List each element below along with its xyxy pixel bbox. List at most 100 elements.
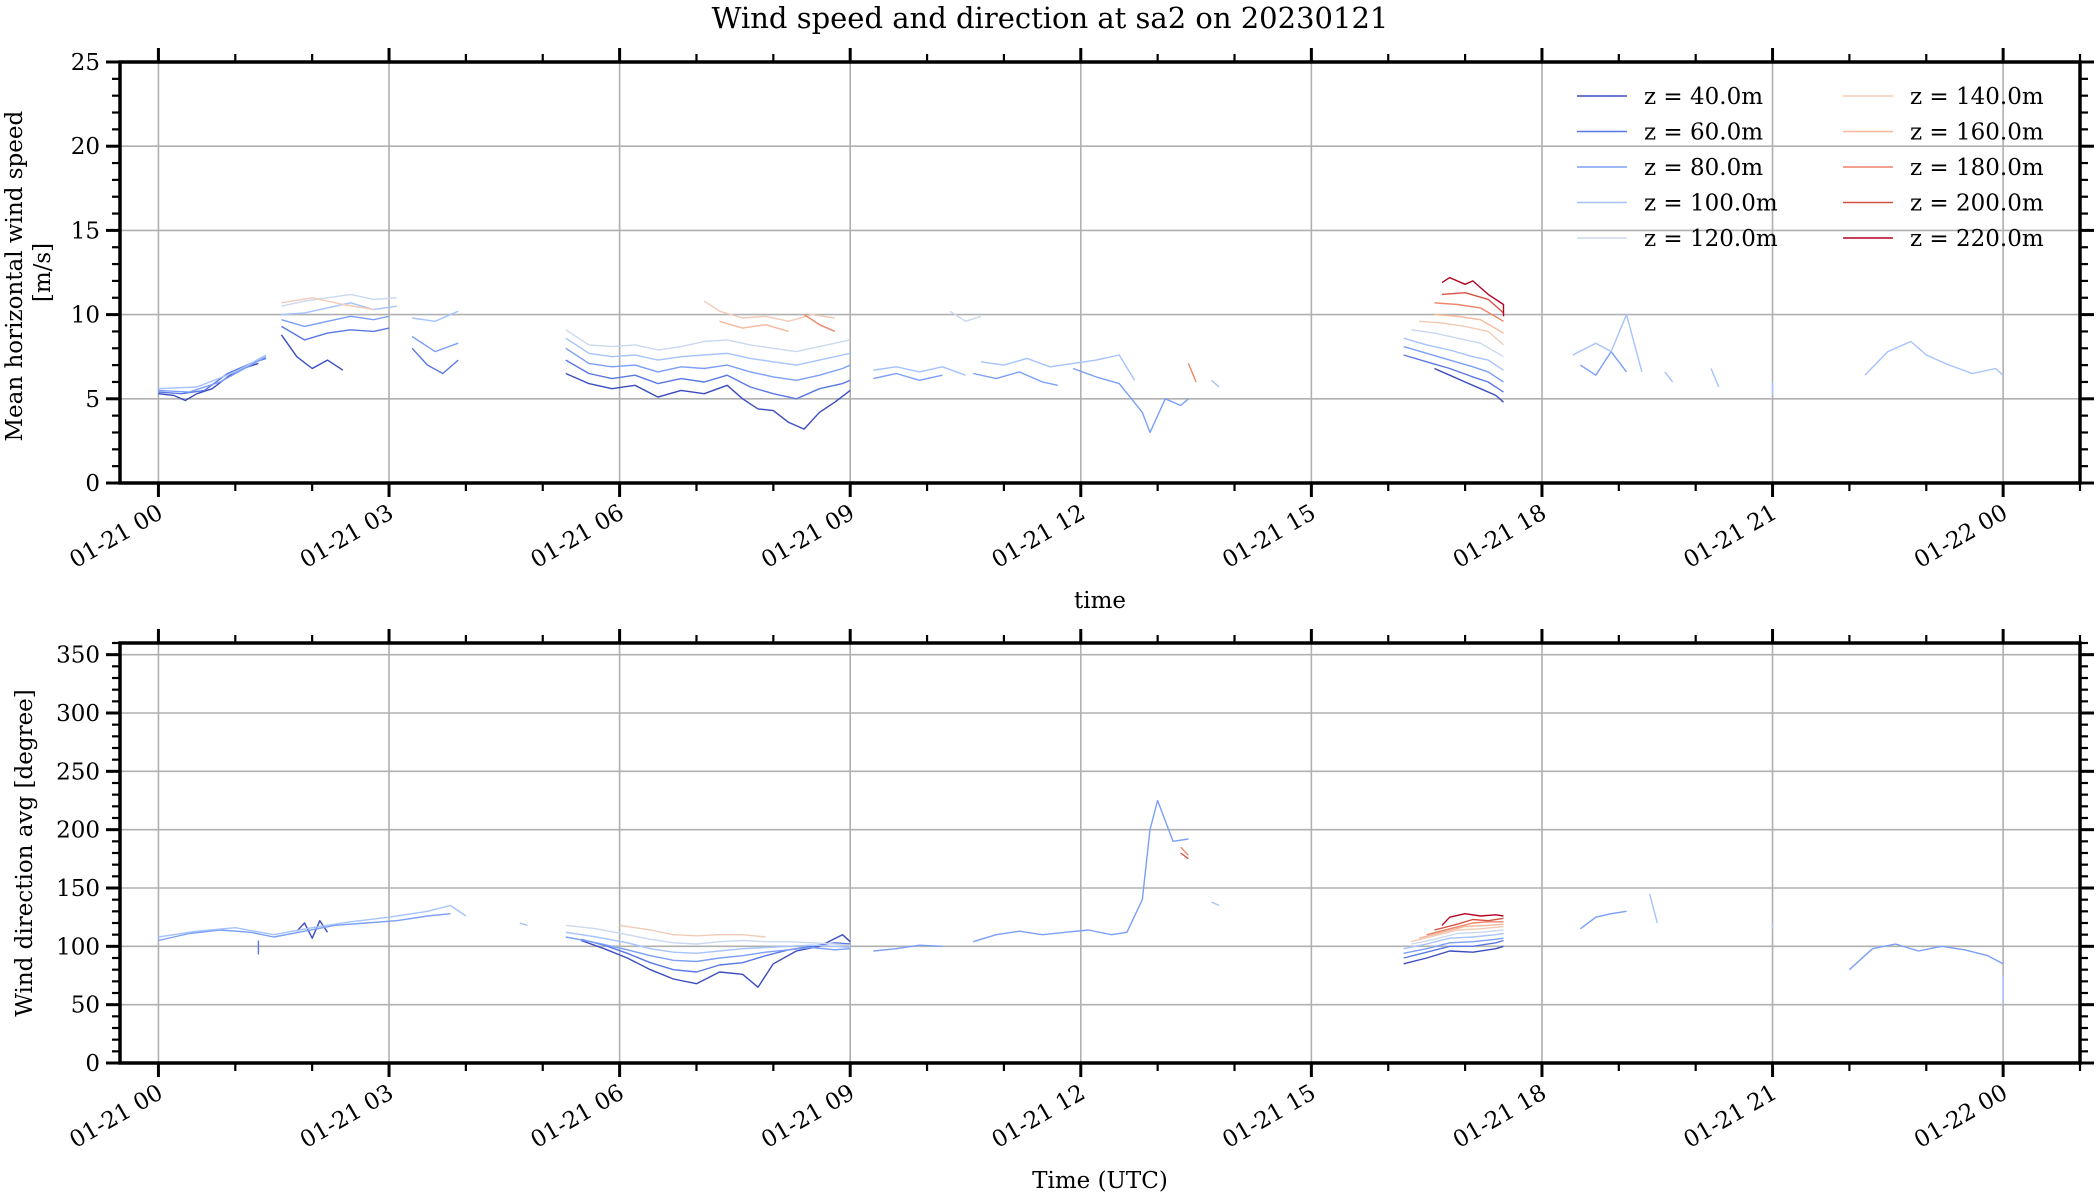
- series-line: [1864, 340, 2004, 376]
- series-line: [1403, 937, 1504, 954]
- y-tick-label: 20: [71, 134, 100, 160]
- series-line: [412, 310, 459, 322]
- series-line: [1426, 921, 1504, 936]
- y-tick-label: 25: [71, 50, 100, 76]
- legend-label: z = 80.0m: [1644, 155, 1763, 181]
- legend: z = 40.0m z = 60.0m z = 80.0m z = 100.0m z =…: [1577, 84, 2044, 252]
- y-tick-label: 150: [56, 876, 100, 902]
- series-line: [158, 913, 451, 942]
- series-line: [1411, 329, 1504, 358]
- legend-label: z = 120.0m: [1644, 226, 1778, 252]
- series-line: [1403, 354, 1504, 393]
- series-line: [949, 310, 982, 322]
- series-line: [719, 320, 789, 333]
- series-line: [1441, 276, 1505, 317]
- legend-label: z = 100.0m: [1644, 191, 1778, 217]
- series-line: [281, 302, 397, 316]
- series-line: [565, 347, 851, 381]
- y-tick-label: 0: [85, 1051, 100, 1077]
- y-tick-label: 5: [85, 387, 100, 413]
- series-lines: [158, 799, 2004, 1005]
- x-tick-label: 01-21 12: [988, 1080, 1090, 1154]
- legend-label: z = 220.0m: [1910, 226, 2044, 252]
- series-line: [1848, 943, 2004, 971]
- axis-ticks: 01-21 00 01-21 03 01-21 06 01-21 09 01-21 12…: [65, 48, 2094, 574]
- x-tick-label: 01-22 00: [1910, 1080, 2012, 1154]
- series-line: [1072, 367, 1189, 434]
- series-line: [158, 356, 267, 393]
- y-tick-label: 200: [56, 818, 100, 844]
- series-line: [565, 931, 851, 954]
- series-line: [565, 329, 851, 353]
- series-line: [619, 924, 766, 938]
- legend-label: z = 60.0m: [1644, 120, 1763, 146]
- series-line: [703, 300, 835, 322]
- x-tick-label: 01-21 00: [65, 500, 167, 574]
- series-line: [1403, 945, 1504, 965]
- series-line: [519, 922, 528, 926]
- series-line: [873, 366, 966, 376]
- y-tick-label: 100: [56, 934, 100, 960]
- series-line: [1403, 345, 1504, 383]
- series-line: [411, 335, 459, 353]
- series-line: [1211, 379, 1220, 388]
- series-line: [565, 337, 851, 366]
- series-line: [1434, 367, 1504, 403]
- y-tick-label: 0: [85, 471, 100, 497]
- series-line: [1403, 932, 1504, 950]
- x-tick-label: 01-21 15: [1218, 1080, 1320, 1154]
- series-line: [565, 924, 851, 946]
- y-axis-label-line-1: Mean horizontal wind speed: [2, 110, 28, 441]
- series-line: [1441, 292, 1504, 314]
- series-line: [581, 938, 851, 973]
- y-tick-label: 300: [56, 701, 100, 727]
- series-line: [1411, 925, 1504, 943]
- series-line: [1418, 320, 1504, 346]
- y-axis-label: Wind direction avg [degree]: [12, 689, 38, 1017]
- x-tick-label: 01-21 18: [1449, 1080, 1551, 1154]
- x-axis-label: time: [1074, 588, 1126, 614]
- series-line: [1441, 913, 1504, 926]
- series-line: [972, 799, 1189, 943]
- series-line: [803, 314, 836, 333]
- series-line: [281, 315, 390, 328]
- y-tick-label: 15: [71, 218, 100, 244]
- series-line: [1580, 350, 1628, 376]
- legend-label: z = 200.0m: [1910, 191, 2044, 217]
- y-axis-label-line-2: [m/s]: [30, 243, 56, 302]
- x-axis-label: Time (UTC): [1032, 1168, 1168, 1194]
- grid-lines: [120, 643, 2080, 1064]
- series-line: [980, 354, 1136, 381]
- grid-lines: [120, 61, 2080, 484]
- x-tick-label: 01-21 15: [1218, 500, 1320, 574]
- series-line: [565, 936, 851, 963]
- y-axis-label-line-1: Wind direction avg [degree]: [12, 689, 38, 1017]
- axis-ticks: 01-21 00 01-21 03 01-21 06 01-21 09 01-21 12…: [56, 629, 2094, 1154]
- series-line: [281, 325, 390, 341]
- series-line: [1403, 939, 1504, 959]
- series-line: [1434, 917, 1504, 931]
- series-line: [873, 372, 943, 381]
- series-line: [1418, 923, 1504, 939]
- series-line: [565, 359, 851, 400]
- x-tick-label: 01-21 09: [757, 1080, 859, 1154]
- x-tick-label: 01-21 18: [1449, 500, 1551, 574]
- x-tick-label: 01-21 21: [1679, 1080, 1781, 1154]
- series-lines: [158, 276, 2004, 434]
- y-axis-label: Mean horizontal wind speed [m/s]: [2, 103, 56, 441]
- series-line: [1710, 368, 1720, 388]
- series-line: [580, 934, 851, 988]
- series-line: [296, 920, 329, 939]
- series-line: [1187, 363, 1197, 383]
- chart-title: Wind speed and direction at sa2 on 20230…: [712, 1, 1389, 35]
- series-line: [281, 297, 374, 311]
- series-line: [1411, 929, 1504, 945]
- x-tick-label: 01-21 12: [988, 500, 1090, 574]
- y-tick-label: 350: [56, 643, 100, 669]
- x-tick-label: 01-21 00: [65, 1080, 167, 1154]
- y-tick-label: 10: [71, 303, 100, 329]
- series-line: [1434, 302, 1504, 322]
- legend-label: z = 160.0m: [1910, 120, 2044, 146]
- x-tick-label: 01-21 09: [757, 500, 859, 574]
